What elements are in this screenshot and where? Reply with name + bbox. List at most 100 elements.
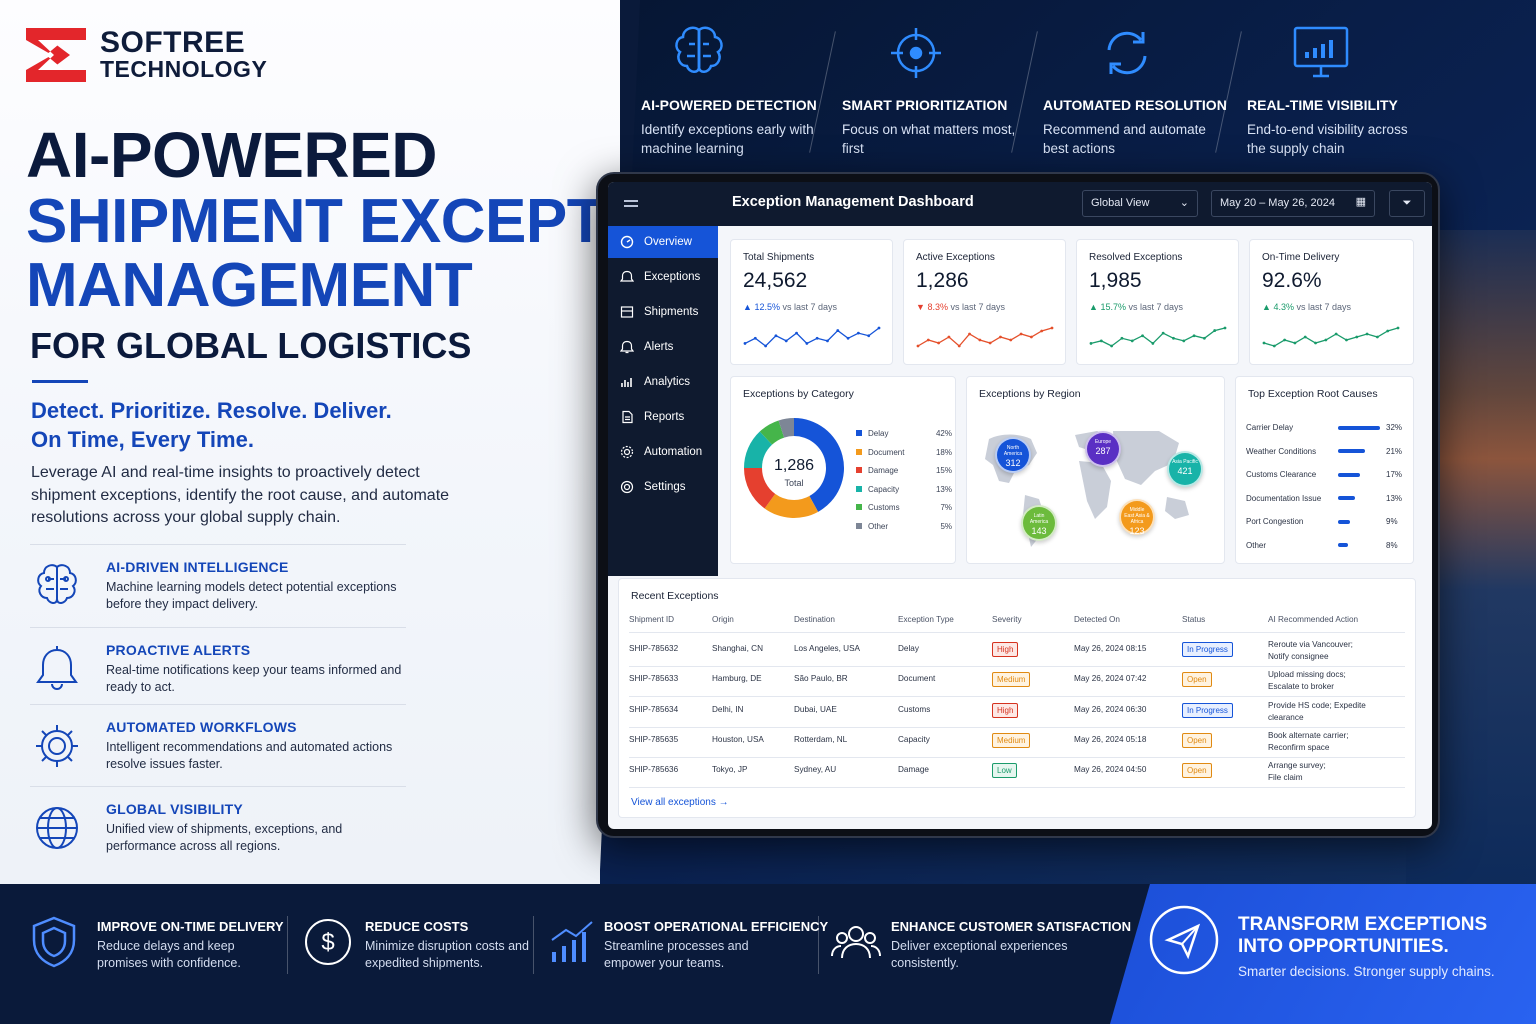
benefit-title: REDUCE COSTS — [365, 919, 469, 934]
nav-reports[interactable]: Reports — [608, 401, 718, 433]
root-cause-value: 21% — [1386, 446, 1403, 456]
kpi-value: 92.6% — [1262, 269, 1322, 292]
feature-title: PROACTIVE ALERTS — [106, 642, 251, 658]
alert-bell-icon — [620, 340, 634, 354]
sparkline-point — [1303, 335, 1307, 339]
nav-analytics[interactable]: Analytics — [608, 366, 718, 398]
kpi-delta-suffix: vs last 7 days — [950, 302, 1005, 312]
legend-label: Capacity — [868, 484, 900, 494]
brain-icon — [675, 26, 723, 73]
bubble-region: Latin America — [1029, 513, 1049, 525]
table-row[interactable]: SHIP-785634 Delhi, IN Dubai, UAE Customs May… — [629, 698, 1405, 728]
kpi-sparkline — [1262, 326, 1400, 348]
box-icon — [620, 306, 634, 318]
status-badge: In Progress — [1182, 642, 1233, 657]
arrow-right-icon: → — [718, 797, 729, 808]
cta-title-1: TRANSFORM EXCEPTIONS — [1238, 914, 1488, 935]
brain-icon — [37, 564, 77, 604]
region-bubble[interactable]: Middle East Asia & Africa 123 — [1119, 499, 1155, 536]
table-row[interactable]: SHIP-785632 Shanghai, CN Los Angeles, USA D… — [629, 637, 1405, 667]
date-range-picker[interactable]: May 20 – May 26, 2024 ▦ — [1211, 190, 1375, 217]
sparkline-point — [1386, 329, 1390, 333]
sparkline-point — [937, 341, 941, 345]
sparkline-point — [856, 331, 860, 335]
kpi-sparkline — [743, 326, 881, 348]
nav-automation[interactable]: Automation — [608, 436, 718, 468]
view-all-label: View all exceptions — [631, 797, 716, 808]
svg-text:$: $ — [321, 929, 334, 956]
monitor-chart-icon — [1293, 26, 1349, 78]
column-header[interactable]: Origin — [712, 615, 734, 624]
top-feature-title: SMART PRIORITIZATION — [842, 97, 1008, 113]
legend-item: Other 5% — [856, 522, 952, 531]
view-all-link[interactable]: View all exceptions → — [631, 797, 729, 808]
nav-exceptions[interactable]: Exceptions — [608, 261, 718, 293]
table-row[interactable]: SHIP-785636 Tokyo, JP Sydney, AU Damage May … — [629, 758, 1405, 789]
column-header[interactable]: Shipment ID — [629, 615, 675, 624]
nav-alerts[interactable]: Alerts — [608, 331, 718, 363]
root-cause-label: Port Congestion — [1246, 517, 1304, 526]
ai-action-line: Notify consignee — [1268, 652, 1329, 661]
donut-slice-other[interactable] — [778, 418, 794, 438]
feature-title: AI-DRIVEN INTELLIGENCE — [106, 559, 289, 575]
column-header[interactable]: Exception Type — [898, 615, 954, 624]
table-row[interactable]: SHIP-785633 Hamburg, DE São Paulo, BR Docum… — [629, 667, 1405, 698]
root-cause-label: Carrier Delay — [1246, 423, 1294, 432]
bubble-region: Europe — [1094, 439, 1112, 445]
legend-item: Delay 42% — [856, 429, 952, 438]
legend-value: 13% — [935, 484, 952, 494]
donut-total: 1,286 — [773, 457, 815, 474]
arrow-up-icon: ▲ — [1262, 302, 1271, 312]
donut-slice-customs[interactable] — [759, 420, 785, 445]
filter-button[interactable]: ⏷ — [1389, 190, 1425, 217]
region-bubble[interactable]: Asia Pacific 421 — [1167, 451, 1203, 487]
column-header[interactable]: Destination — [794, 615, 835, 624]
sparkline-point — [1029, 335, 1033, 339]
column-header[interactable]: AI Recommended Action — [1268, 615, 1359, 624]
sparkline-point — [1223, 326, 1227, 330]
legend-item: Damage 15% — [856, 466, 952, 475]
severity-badge: Medium — [992, 672, 1031, 688]
view-select[interactable]: Global View ⌄ — [1082, 190, 1198, 217]
legend-value: 42% — [935, 429, 952, 438]
dashboard-title: Exception Management Dashboard — [732, 194, 974, 210]
sparkline-point — [1375, 335, 1379, 339]
ai-action-line: Arrange survey; — [1268, 761, 1326, 771]
sparkline-point — [1314, 341, 1317, 345]
feature-ai: AI-DRIVEN INTELLIGENCE Machine learning m… — [30, 544, 406, 613]
bubble-value: 123 — [1129, 526, 1145, 536]
table-row[interactable]: SHIP-785635 Houston, USA Rotterdam, NL Capa… — [629, 728, 1405, 758]
nav-shipments[interactable]: Shipments — [608, 296, 718, 328]
sparkline-point — [1355, 335, 1359, 339]
sparkline-point — [877, 326, 881, 330]
bubble-value: 421 — [1177, 466, 1193, 476]
donut-slice-document[interactable] — [764, 493, 819, 518]
ai-action: Book alternate carrier; Reconfirm space — [1268, 730, 1349, 754]
nav-label: Shipments — [644, 306, 699, 318]
nav-overview[interactable]: Overview — [608, 226, 718, 258]
nav-label: Reports — [644, 411, 685, 423]
donut-slice-damage[interactable] — [744, 468, 776, 509]
sparkline-point — [1089, 342, 1093, 345]
region-bubble[interactable]: Latin America 143 — [1021, 505, 1057, 541]
menu-icon[interactable] — [624, 200, 638, 202]
root-cause-bar — [1338, 543, 1349, 547]
root-cause-bar — [1338, 519, 1350, 524]
nav-settings[interactable]: Settings — [608, 471, 718, 503]
legend-swatch — [856, 522, 862, 529]
ai-action-line: Escalate to broker — [1268, 682, 1334, 692]
region-bubble[interactable]: North America 312 — [995, 437, 1031, 473]
column-header[interactable]: Severity — [992, 615, 1022, 624]
top-feature-title: REAL-TIME VISIBILITY — [1247, 97, 1398, 113]
region-bubble[interactable]: Europe 287 — [1085, 431, 1121, 467]
donut-slice-delay[interactable] — [794, 418, 844, 512]
kpi-delta-suffix: vs last 7 days — [782, 302, 838, 312]
column-header[interactable]: Detected On — [1074, 615, 1120, 624]
donut-slice-capacity[interactable] — [744, 431, 773, 468]
bubble-region: Middle East Asia & Africa — [1124, 507, 1150, 525]
sparkline-point — [968, 332, 971, 336]
legend-label: Other — [868, 521, 889, 531]
column-header[interactable]: Status — [1182, 615, 1206, 624]
sparkline-point — [978, 338, 982, 342]
refresh-icon — [1107, 31, 1147, 75]
